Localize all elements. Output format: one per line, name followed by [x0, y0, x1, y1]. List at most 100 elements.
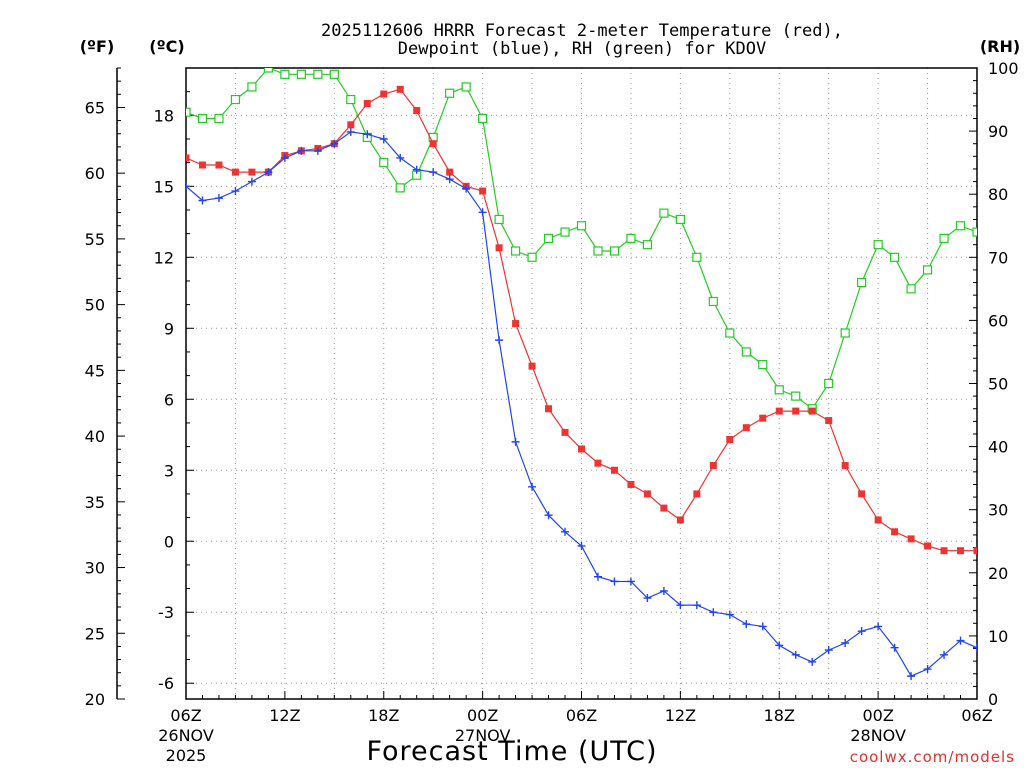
rh-point [445, 88, 455, 98]
x-tick-label: 18Z [368, 706, 399, 725]
dewpoint-point [297, 146, 306, 155]
temperature-point [231, 168, 239, 176]
celsius-tick-label: 3 [164, 461, 174, 480]
rh-point [510, 246, 521, 256]
dewpoint-point [346, 127, 355, 136]
x-tick-label: 12Z [665, 706, 696, 725]
dewpoint-point [330, 139, 339, 148]
rh-point [560, 227, 570, 237]
dewpoint-point [890, 643, 899, 652]
rh-point [906, 284, 916, 294]
dewpoint-point [429, 168, 438, 177]
dewpoint-point [692, 601, 701, 610]
dewpoint-point [396, 153, 405, 162]
temperature-point [841, 462, 849, 470]
temperature-point [808, 407, 816, 415]
dewpoint-point [824, 646, 833, 655]
rh-point [708, 296, 718, 307]
rh-point [186, 107, 191, 117]
chart-title-line-1: 2025112606 HRRR Forecast 2-meter Tempera… [321, 21, 843, 41]
x-tick-label: 00Z [862, 706, 893, 725]
temperature-point [429, 140, 437, 148]
temperature-point [742, 424, 750, 432]
temperature-point [891, 528, 899, 536]
celsius-tick-label: 9 [164, 319, 174, 338]
dewpoint-point [725, 610, 734, 619]
fahrenheit-tick-label: 45 [85, 361, 105, 380]
series-group [186, 68, 977, 681]
temperature-point [528, 362, 536, 370]
temperature-point [578, 445, 585, 453]
rh-tick-label: 40 [988, 438, 1008, 457]
rh-point [478, 113, 488, 124]
rh-point [642, 240, 653, 250]
temperature-point [248, 168, 256, 176]
dewpoint-point [874, 622, 883, 631]
celsius-tick-label: 0 [164, 532, 174, 551]
rh-tick-label: 100 [988, 59, 1019, 78]
temperature-point [495, 244, 503, 252]
temperature-point [973, 547, 977, 555]
data-series [186, 68, 977, 681]
temperature-point [446, 168, 454, 176]
dewpoint-point [973, 643, 977, 652]
dewpoint-point [593, 572, 602, 581]
temperature-point [858, 490, 866, 498]
fahrenheit-tick-label: 50 [85, 296, 105, 315]
temperature-point [775, 407, 783, 415]
rh-tick-label: 30 [988, 501, 1008, 520]
axes: 20253035404550556065-6-30369121518010203… [85, 59, 1019, 765]
fahrenheit-tick-label: 60 [85, 164, 105, 183]
rh-point [593, 246, 603, 256]
rh-point [576, 221, 587, 231]
rh-point [395, 183, 405, 193]
temperature-point [726, 436, 734, 444]
dewpoint-point [198, 196, 207, 205]
rh-tick-label: 0 [988, 690, 998, 709]
dewpoint-point [247, 177, 256, 186]
dewpoint-point [923, 665, 932, 674]
temperature-point [380, 90, 388, 98]
rh-point [972, 227, 977, 237]
fahrenheit-tick-label: 65 [85, 98, 105, 117]
temperature-point [676, 516, 684, 524]
temperature-point [709, 462, 717, 470]
dewpoint-point [511, 437, 520, 446]
rh-tick-label: 10 [988, 627, 1008, 646]
rh-point [214, 113, 224, 124]
temperature-point [347, 121, 355, 129]
dewpoint-point [445, 175, 454, 184]
temperature-point [545, 405, 553, 413]
x-date-label: 28NOV [850, 726, 906, 745]
rh-point [280, 69, 290, 79]
dewpoint-point [231, 187, 240, 196]
dewpoint-point [544, 511, 553, 520]
rh-point [890, 252, 900, 262]
dewpoint-point [956, 636, 965, 645]
temperature-point [825, 417, 833, 425]
rh-tick-label: 90 [988, 122, 1008, 141]
fahrenheit-tick-label: 20 [85, 690, 105, 709]
rh-point [296, 69, 306, 79]
celsius-unit-label: (ºC) [149, 37, 184, 56]
rh-point [329, 69, 339, 79]
x-tick-label: 18Z [764, 706, 795, 725]
dewpoint-point [478, 208, 487, 217]
celsius-tick-label: -6 [158, 674, 174, 693]
rh-point [461, 82, 471, 92]
temperature-point [940, 547, 948, 555]
credit-text: coolwx.com/models [850, 748, 1015, 766]
rh-point [313, 69, 323, 79]
dewpoint-point [758, 622, 767, 631]
fahrenheit-tick-label: 40 [85, 427, 105, 446]
rh-point [791, 391, 801, 401]
rh-point [609, 246, 620, 256]
dewpoint-point [528, 482, 537, 491]
temperature-point [363, 99, 371, 107]
dewpoint-point [940, 650, 949, 659]
rh-point [741, 347, 751, 357]
rh-tick-label: 70 [988, 248, 1008, 267]
temperature-point [479, 187, 487, 195]
temperature-point [907, 535, 915, 543]
temperature-point [924, 542, 932, 550]
